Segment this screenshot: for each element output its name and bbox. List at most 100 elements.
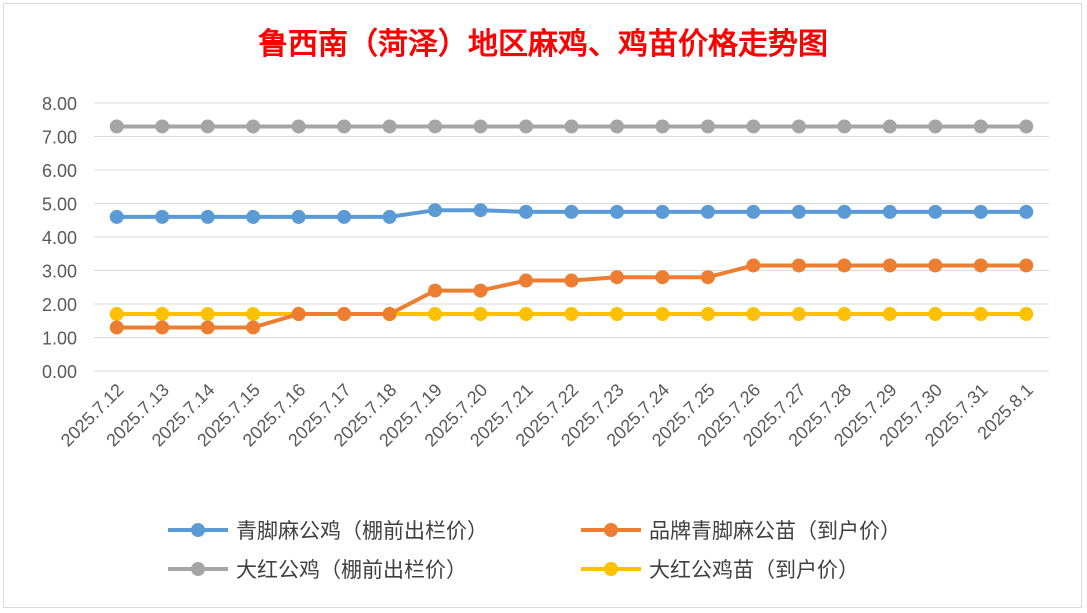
data-point — [291, 307, 306, 322]
data-point — [837, 307, 852, 322]
data-point — [700, 204, 715, 219]
data-point — [564, 273, 579, 288]
data-point — [382, 119, 397, 134]
data-point — [519, 273, 534, 288]
data-point — [428, 119, 443, 134]
y-tick-label: 6.00 — [42, 161, 77, 181]
legend-label: 青脚麻公鸡（棚前出栏价） — [236, 519, 488, 543]
data-point — [200, 320, 215, 335]
data-point — [609, 307, 624, 322]
data-point — [564, 204, 579, 219]
data-point — [519, 307, 534, 322]
data-point — [791, 258, 806, 273]
data-point — [609, 119, 624, 134]
gridlines — [94, 102, 1049, 372]
data-point — [973, 204, 988, 219]
data-point — [291, 119, 306, 134]
data-point — [973, 258, 988, 273]
data-point — [155, 320, 170, 335]
data-point — [291, 209, 306, 224]
legend-item: 品牌青脚麻公苗（到户价） — [581, 519, 901, 543]
data-point — [155, 307, 170, 322]
data-point — [109, 209, 124, 224]
data-point — [200, 307, 215, 322]
data-point — [973, 307, 988, 322]
y-axis: 0.00 1.00 2.00 3.00 4.00 5.00 6.00 7.00 8.00 — [42, 94, 77, 382]
y-tick-label: 1.00 — [42, 329, 77, 349]
data-point — [519, 119, 534, 134]
data-point — [655, 204, 670, 219]
data-point — [519, 204, 534, 219]
data-point — [655, 119, 670, 134]
series-layer — [109, 119, 1034, 335]
data-point — [246, 209, 261, 224]
legend-swatch-marker — [191, 523, 205, 537]
data-point — [200, 119, 215, 134]
legend-swatch-marker — [604, 562, 618, 576]
data-point — [746, 204, 761, 219]
data-point — [882, 119, 897, 134]
data-point — [109, 320, 124, 335]
data-point — [882, 258, 897, 273]
data-point — [609, 270, 624, 285]
legend-label: 品牌青脚麻公苗（到户价） — [649, 519, 901, 543]
data-point — [1019, 204, 1034, 219]
data-point — [428, 203, 443, 218]
data-point — [928, 258, 943, 273]
y-tick-label: 7.00 — [42, 128, 77, 148]
legend-item: 大红公鸡苗（到户价） — [581, 558, 859, 582]
series-1 — [109, 258, 1034, 335]
data-point — [973, 119, 988, 134]
data-point — [837, 119, 852, 134]
y-tick-label: 2.00 — [42, 295, 77, 315]
legend: 青脚麻公鸡（棚前出栏价） 品牌青脚麻公苗（到户价） 大红公鸡（棚前出栏价） 大红公鸡苗… — [168, 519, 901, 582]
data-point — [109, 119, 124, 134]
legend-label: 大红公鸡苗（到户价） — [649, 558, 859, 582]
data-point — [746, 307, 761, 322]
y-tick-label: 0.00 — [42, 362, 77, 382]
data-point — [473, 307, 488, 322]
series-2 — [109, 119, 1034, 134]
y-tick-label: 5.00 — [42, 195, 77, 215]
data-point — [246, 119, 261, 134]
data-point — [700, 270, 715, 285]
data-point — [655, 307, 670, 322]
data-point — [109, 307, 124, 322]
data-point — [473, 119, 488, 134]
data-point — [382, 209, 397, 224]
legend-label: 大红公鸡（棚前出栏价） — [236, 558, 467, 582]
data-point — [700, 307, 715, 322]
legend-swatch-marker — [191, 562, 205, 576]
legend-swatch-marker — [604, 523, 618, 537]
series-0 — [109, 203, 1034, 224]
data-point — [609, 204, 624, 219]
x-axis: 2025.7.122025.7.132025.7.142025.7.152025… — [57, 380, 1037, 451]
data-point — [791, 119, 806, 134]
data-point — [155, 119, 170, 134]
data-point — [928, 119, 943, 134]
data-point — [564, 119, 579, 134]
data-point — [700, 119, 715, 134]
data-point — [337, 307, 352, 322]
data-point — [928, 204, 943, 219]
data-point — [837, 258, 852, 273]
data-point — [791, 204, 806, 219]
chart-area — [3, 3, 1082, 608]
data-point — [246, 307, 261, 322]
data-point — [928, 307, 943, 322]
data-point — [1019, 307, 1034, 322]
data-point — [746, 258, 761, 273]
data-point — [337, 119, 352, 134]
data-point — [473, 283, 488, 298]
data-point — [837, 204, 852, 219]
data-point — [382, 307, 397, 322]
data-point — [1019, 258, 1034, 273]
y-tick-label: 4.00 — [42, 228, 77, 248]
data-point — [246, 320, 261, 335]
data-point — [655, 270, 670, 285]
data-point — [428, 283, 443, 298]
data-point — [882, 204, 897, 219]
legend-item: 大红公鸡（棚前出栏价） — [168, 558, 467, 582]
data-point — [791, 307, 806, 322]
